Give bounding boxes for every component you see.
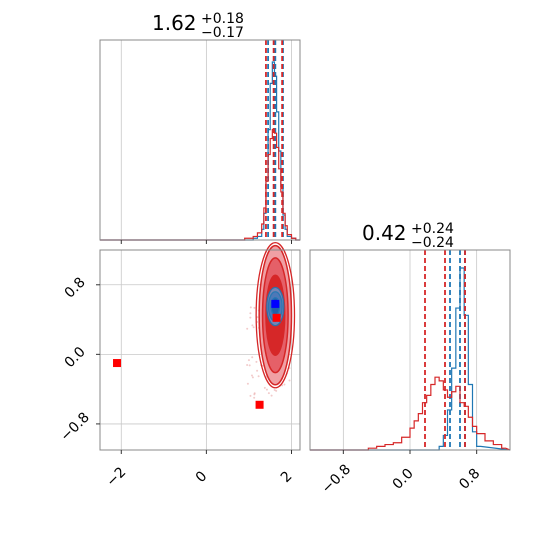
histogram-series — [310, 376, 511, 451]
sample-point — [247, 359, 250, 362]
title-lower-error: −0.17 — [201, 25, 244, 41]
sample-point — [249, 306, 252, 309]
sample-point — [283, 383, 286, 386]
x-tick-label: 0 — [193, 468, 211, 486]
x-tick-label: 0.8 — [456, 466, 483, 493]
title-lower-error: −0.24 — [411, 235, 454, 251]
sample-point — [256, 369, 259, 372]
sample-point — [251, 356, 254, 359]
sample-point — [246, 363, 249, 366]
sample-point — [288, 379, 291, 382]
sample-point — [255, 360, 258, 363]
sample-point — [249, 394, 252, 397]
sample-point — [253, 396, 256, 399]
sample-point — [265, 388, 268, 391]
sample-point — [267, 392, 270, 395]
x-tick-label: −0.8 — [319, 461, 354, 496]
x-tick-label: 2 — [278, 468, 296, 486]
histogram-top-frame — [99, 39, 301, 241]
sample-point — [270, 394, 273, 397]
title-value: 0.42 — [362, 221, 407, 245]
sample-point — [248, 364, 251, 367]
x-tick-label: 0.0 — [390, 466, 417, 493]
sample-point — [249, 316, 252, 319]
sample-point — [263, 386, 266, 389]
sample-point — [251, 324, 254, 327]
sample-point — [252, 326, 255, 329]
histogram-series — [310, 267, 511, 451]
sample-point — [273, 388, 276, 391]
title-upper-error: +0.18 — [201, 11, 244, 27]
sample-point — [253, 393, 256, 396]
sample-point — [256, 316, 259, 319]
sample-point — [275, 389, 278, 392]
contour-panel-frame — [99, 249, 301, 451]
sample-point — [246, 327, 249, 330]
sample-point — [253, 306, 256, 309]
title-value: 1.62 — [152, 11, 197, 35]
y-tick-label: 0.8 — [62, 274, 89, 301]
sample-point — [250, 374, 253, 377]
y-tick-label: −0.8 — [57, 409, 92, 444]
histogram-series — [100, 129, 300, 241]
marker-square — [255, 400, 264, 409]
sample-point — [257, 375, 260, 378]
histogram-right-title: 0.42 +0.24−0.24 — [362, 221, 454, 251]
contour-level-red — [255, 242, 296, 389]
marker-square — [271, 299, 280, 308]
y-tick-label: 0.0 — [62, 344, 89, 371]
sample-point — [246, 382, 249, 385]
marker-square — [113, 359, 122, 368]
sample-point — [249, 312, 252, 315]
title-upper-error: +0.24 — [411, 221, 454, 237]
histogram-top-title: 1.62 +0.18−0.17 — [152, 11, 244, 41]
sample-point — [251, 376, 254, 379]
marker-square — [272, 313, 281, 322]
x-tick-label: −2 — [103, 464, 129, 490]
